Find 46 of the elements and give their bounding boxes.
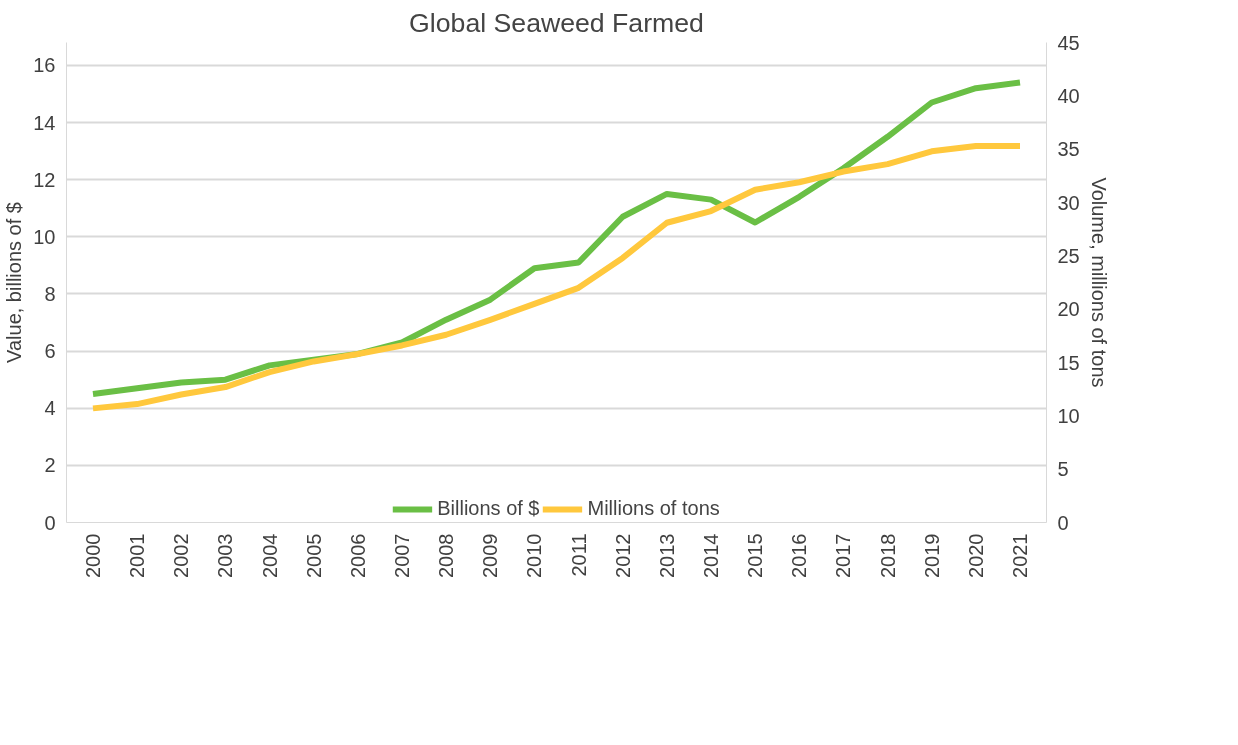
- y2-axis-title: Volume, millions of tons: [1087, 177, 1110, 388]
- x-tick-label: 2013: [655, 533, 678, 578]
- y-tick-label: 10: [33, 225, 56, 248]
- y-tick-label: 4: [44, 397, 56, 420]
- y2-tick-label: 10: [1057, 404, 1080, 427]
- chart-title: Global Seaweed Farmed: [409, 7, 704, 38]
- y-tick-label: 8: [44, 282, 56, 305]
- y2-tick-label: 5: [1057, 458, 1069, 481]
- y2-tick-label: 0: [1057, 511, 1069, 534]
- y-tick-label: 2: [44, 454, 56, 477]
- x-tick-label: 2007: [391, 533, 413, 578]
- y-tick-label: 0: [44, 511, 56, 534]
- y-axis-title: Value, billions of $: [3, 202, 26, 363]
- x-tick-label: 2017: [832, 533, 855, 578]
- x-tick-label: 2001: [126, 533, 149, 578]
- x-tick-label: 2004: [258, 533, 281, 578]
- x-tick-label: 2000: [81, 533, 104, 578]
- x-tick-label: 2020: [964, 533, 987, 578]
- x-tick-label: 2006: [346, 533, 369, 578]
- x-tick-label: 2012: [611, 533, 634, 578]
- y2-tick-label: 15: [1057, 351, 1080, 374]
- legend-label: Billions of $: [437, 497, 540, 520]
- x-tick-label: 2008: [435, 533, 458, 578]
- x-tick-label: 2011: [567, 533, 590, 577]
- x-tick-label: 2016: [788, 533, 811, 578]
- y2-tick-label: 45: [1057, 31, 1080, 54]
- y-tick-label: 16: [33, 54, 56, 77]
- y2-tick-label: 35: [1057, 138, 1080, 161]
- x-tick-label: 2009: [479, 533, 502, 578]
- x-tick-label: 2003: [214, 533, 237, 578]
- y2-tick-label: 20: [1057, 298, 1080, 321]
- y2-tick-label: 40: [1057, 84, 1080, 107]
- x-tick-label: 2015: [744, 533, 767, 578]
- x-tick-label: 2018: [876, 533, 899, 578]
- x-tick-label: 2005: [302, 533, 325, 578]
- x-tick-label: 2021: [1009, 533, 1032, 578]
- x-tick-label: 2010: [523, 533, 546, 578]
- x-tick-label: 2019: [920, 533, 943, 578]
- x-tick-label: 2002: [170, 533, 193, 578]
- x-tick-label: 2014: [700, 533, 722, 578]
- y2-tick-label: 25: [1057, 244, 1080, 267]
- y-tick-label: 6: [44, 340, 56, 363]
- legend-label: Millions of tons: [587, 497, 720, 520]
- y-tick-label: 12: [33, 168, 56, 191]
- y-tick-label: 14: [33, 111, 56, 134]
- y2-tick-label: 30: [1057, 191, 1080, 214]
